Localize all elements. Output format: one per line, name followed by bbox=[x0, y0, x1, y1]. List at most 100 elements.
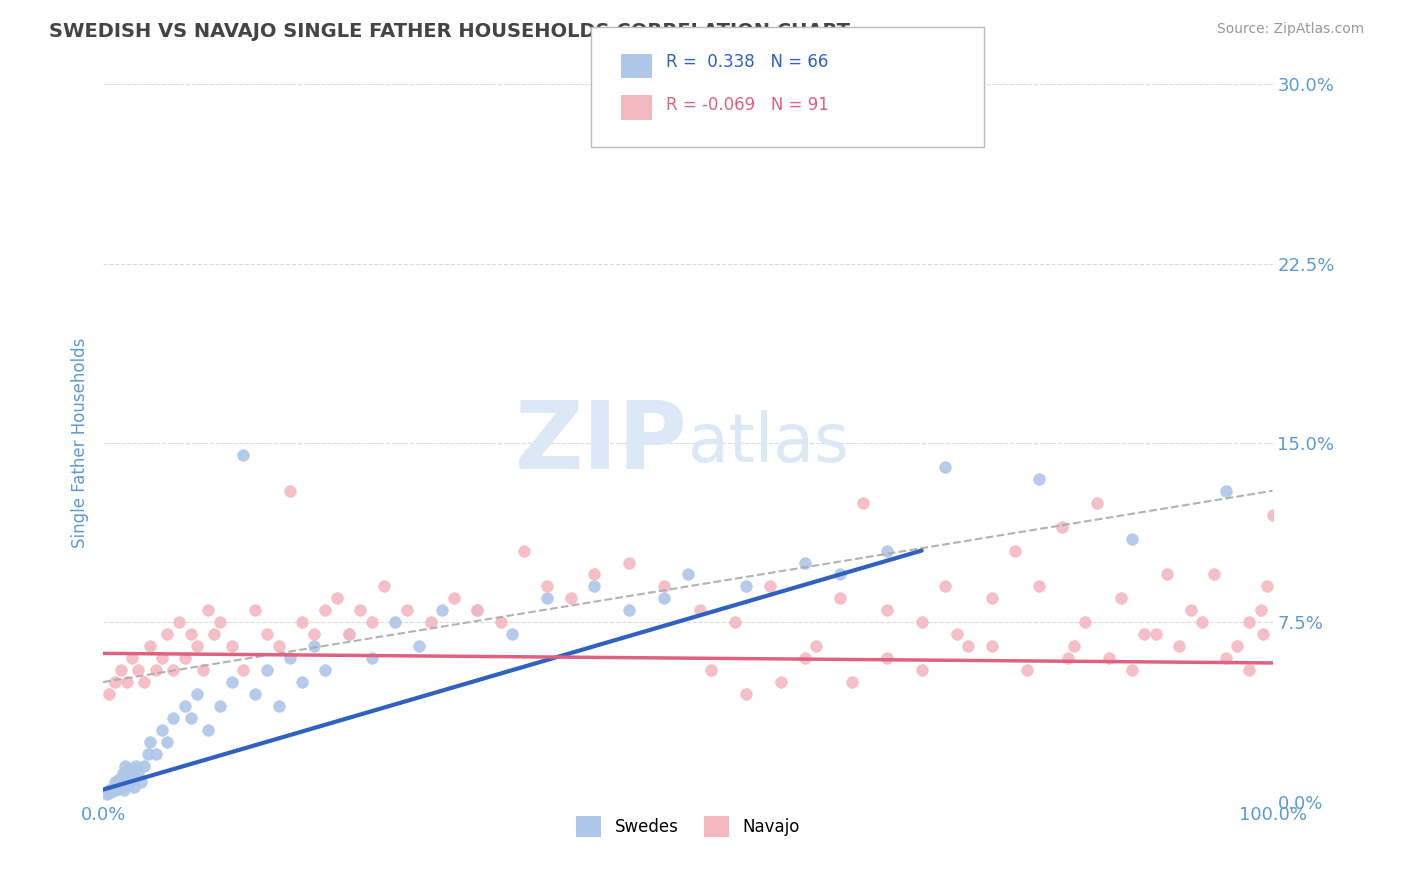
Point bbox=[723, 615, 745, 630]
Point bbox=[180, 627, 202, 641]
Point bbox=[654, 579, 676, 593]
Point bbox=[1121, 532, 1143, 546]
Point bbox=[513, 543, 536, 558]
Point bbox=[115, 771, 138, 785]
Point bbox=[911, 615, 934, 630]
Point bbox=[104, 675, 127, 690]
Point bbox=[139, 735, 162, 749]
Point bbox=[361, 615, 384, 630]
Text: R = -0.069   N = 91: R = -0.069 N = 91 bbox=[666, 96, 830, 114]
Point bbox=[139, 639, 162, 653]
Point bbox=[197, 603, 219, 617]
Text: SWEDISH VS NAVAJO SINGLE FATHER HOUSEHOLDS CORRELATION CHART: SWEDISH VS NAVAJO SINGLE FATHER HOUSEHOL… bbox=[49, 22, 851, 41]
Point bbox=[132, 758, 155, 772]
Point bbox=[191, 663, 214, 677]
Point bbox=[121, 651, 143, 665]
Point bbox=[432, 603, 454, 617]
Point bbox=[1063, 639, 1085, 653]
Point bbox=[946, 627, 969, 641]
Point bbox=[232, 448, 254, 462]
Point bbox=[1251, 627, 1274, 641]
Point bbox=[1015, 663, 1038, 677]
Point bbox=[583, 579, 606, 593]
Point bbox=[96, 788, 118, 802]
Point bbox=[980, 639, 1002, 653]
Point bbox=[122, 780, 145, 795]
Point bbox=[349, 603, 371, 617]
Point bbox=[120, 768, 142, 782]
Point bbox=[619, 556, 641, 570]
Point bbox=[1085, 496, 1108, 510]
Point bbox=[221, 675, 243, 690]
Point bbox=[186, 639, 208, 653]
Point bbox=[256, 627, 278, 641]
Point bbox=[337, 627, 360, 641]
Point bbox=[162, 711, 184, 725]
Point bbox=[1057, 651, 1080, 665]
Point bbox=[150, 723, 173, 737]
Point bbox=[560, 591, 582, 606]
Point bbox=[110, 771, 132, 785]
Point bbox=[278, 483, 301, 498]
Point bbox=[302, 639, 325, 653]
Point bbox=[1215, 483, 1237, 498]
Point bbox=[876, 543, 898, 558]
Point bbox=[793, 651, 815, 665]
Point bbox=[536, 591, 558, 606]
Legend: Swedes, Navajo: Swedes, Navajo bbox=[569, 810, 806, 844]
Point bbox=[700, 663, 723, 677]
Point bbox=[1191, 615, 1213, 630]
Point bbox=[1133, 627, 1156, 641]
Point bbox=[314, 663, 336, 677]
Point bbox=[145, 747, 167, 761]
Point bbox=[419, 615, 441, 630]
Point bbox=[125, 758, 148, 772]
Point bbox=[735, 579, 758, 593]
Point bbox=[114, 758, 136, 772]
Point bbox=[118, 764, 141, 778]
Point bbox=[1121, 663, 1143, 677]
Point bbox=[408, 639, 430, 653]
Point bbox=[841, 675, 863, 690]
Point bbox=[111, 775, 134, 789]
Point bbox=[1156, 567, 1178, 582]
Point bbox=[145, 663, 167, 677]
Point bbox=[156, 627, 179, 641]
Point bbox=[180, 711, 202, 725]
Point bbox=[103, 780, 125, 795]
Point bbox=[1098, 651, 1121, 665]
Point bbox=[1050, 519, 1073, 533]
Point bbox=[489, 615, 512, 630]
Text: ZIP: ZIP bbox=[515, 397, 688, 489]
Point bbox=[465, 603, 488, 617]
Point bbox=[314, 603, 336, 617]
Point bbox=[770, 675, 793, 690]
Point bbox=[150, 651, 173, 665]
Point bbox=[373, 579, 395, 593]
Point bbox=[689, 603, 711, 617]
Point bbox=[1226, 639, 1249, 653]
Point bbox=[934, 459, 956, 474]
Point bbox=[980, 591, 1002, 606]
Point bbox=[1180, 603, 1202, 617]
Point bbox=[876, 651, 898, 665]
Point bbox=[174, 698, 197, 713]
Point bbox=[957, 639, 980, 653]
Point bbox=[806, 639, 828, 653]
Point bbox=[1250, 603, 1272, 617]
Point bbox=[156, 735, 179, 749]
Point bbox=[267, 698, 290, 713]
Point bbox=[1168, 639, 1191, 653]
Point bbox=[110, 663, 132, 677]
Point bbox=[758, 579, 780, 593]
Point bbox=[100, 785, 122, 799]
Point bbox=[243, 687, 266, 701]
Point bbox=[828, 567, 851, 582]
Point bbox=[232, 663, 254, 677]
Point bbox=[1144, 627, 1167, 641]
Point bbox=[221, 639, 243, 653]
Point bbox=[1237, 663, 1260, 677]
Point bbox=[243, 603, 266, 617]
Point bbox=[136, 747, 159, 761]
Point bbox=[108, 780, 131, 795]
